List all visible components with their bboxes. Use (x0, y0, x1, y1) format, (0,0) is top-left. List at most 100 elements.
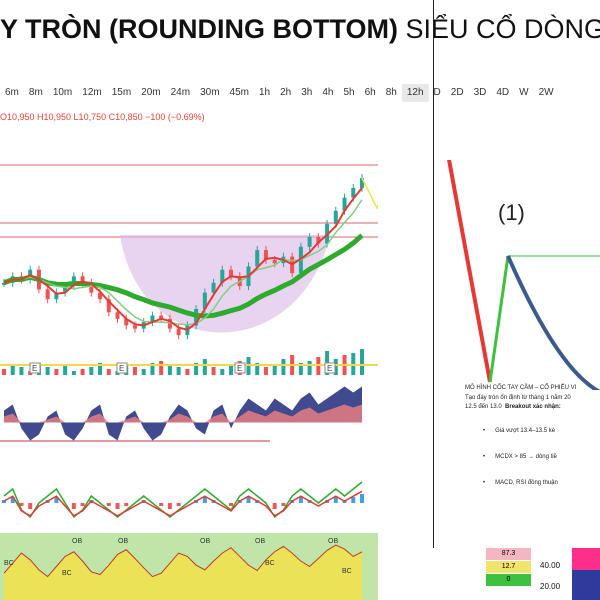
volume-bar (71, 371, 76, 375)
level-40: 40.00 (540, 561, 561, 570)
timeframe-2D[interactable]: 2D (450, 87, 464, 98)
timeframe-4h[interactable]: 4h (322, 87, 334, 98)
candle-body (167, 318, 172, 329)
macd-histogram-bar (281, 503, 286, 506)
bullet-item: • MCDX > 85 → dòng tiề (483, 454, 557, 460)
macd-line (3, 481, 363, 519)
timeframe-2h[interactable]: 2h (280, 87, 292, 98)
volume-bar (150, 363, 155, 375)
candle-body (351, 187, 356, 198)
volume-bar (194, 363, 199, 375)
mini-table-cell: 87.3 (486, 548, 531, 560)
volume-bar (255, 363, 260, 375)
timeframe-10m[interactable]: 10m (52, 87, 73, 98)
ohlc-readout: O10,950 H10,950 L10,750 C10,850 −100 (−0… (0, 112, 205, 122)
candle-body (150, 315, 155, 323)
pattern-diagram: (1) (447, 160, 600, 390)
macd-histogram-bar (351, 497, 356, 503)
event-marker-label: E (237, 364, 242, 373)
ob-label: OB (200, 538, 210, 545)
candle-body (342, 197, 347, 211)
rsi-chart: OB OB OB OB OB BC BC BC BC (0, 533, 378, 600)
timeframe-6m[interactable]: 6m (5, 87, 19, 98)
timeframe-bar: 6m 8m 10m 12m 15m 20m 24m 30m 45m 1h 2h 3h 4h 5h 6h 8h 1… (0, 84, 554, 102)
timeframe-3h[interactable]: 3h (301, 87, 313, 98)
volume-bar (98, 363, 103, 375)
event-marker (234, 362, 246, 374)
mini-table-cell: 12.7 (486, 561, 531, 573)
candle-body (45, 289, 50, 300)
mcdx-bar-pink (572, 548, 600, 570)
mini-table-cell: 0 (486, 574, 531, 586)
ob-label: OB (328, 538, 338, 545)
volume-bar (202, 359, 207, 375)
candle-body (202, 292, 207, 309)
timeframe-30m[interactable]: 30m (200, 87, 220, 98)
volume-bar (159, 361, 164, 375)
macd-histogram-bar (71, 503, 76, 509)
volume-bar (19, 367, 24, 375)
candle-body (307, 237, 312, 247)
volume-bar (167, 365, 172, 375)
candle-body (360, 178, 364, 188)
volume-bar (298, 363, 303, 375)
candle-body (124, 318, 129, 326)
timeframe-12m[interactable]: 12m (82, 87, 102, 98)
volume-bar (281, 359, 286, 375)
timeframe-3D[interactable]: 3D (473, 87, 487, 98)
timeframe-24m[interactable]: 24m (170, 87, 191, 98)
timeframe-20m[interactable]: 20m (141, 87, 161, 98)
timeframe-D[interactable]: D (433, 87, 441, 98)
panel-divider (433, 0, 434, 548)
event-marker-label: E (119, 364, 124, 373)
timeframe-2W[interactable]: 2W (538, 87, 554, 98)
macd-histogram-bar (246, 497, 251, 503)
event-marker (116, 362, 128, 374)
candle-body (211, 282, 216, 293)
candle-body (333, 210, 338, 224)
macd-histogram-bar (106, 503, 111, 506)
ma-short-line (3, 187, 363, 331)
candle-body (63, 286, 68, 293)
volume-bar (263, 367, 268, 375)
macd-histogram-bar (2, 500, 6, 503)
volume-bar (211, 367, 216, 375)
candle-body (115, 312, 120, 319)
bc-label: BC (4, 560, 14, 567)
candle-body (220, 269, 225, 283)
timeframe-4D[interactable]: 4D (496, 87, 510, 98)
bullet-item: • MACD, RSI đồng thuận (483, 480, 558, 486)
timeframe-12h[interactable]: 12h (401, 84, 429, 102)
candle-body (80, 276, 85, 283)
timeframe-W[interactable]: W (519, 87, 529, 98)
timeframe-8m[interactable]: 8m (28, 87, 43, 98)
candle-body (316, 237, 321, 244)
macd-histogram-bar (333, 497, 338, 503)
timeframe-45m[interactable]: 45m (229, 87, 249, 98)
candle-body (263, 250, 268, 260)
event-marker-label: E (327, 364, 332, 373)
timeframe-5h[interactable]: 5h (343, 87, 355, 98)
macd-histogram-bar (80, 503, 85, 506)
candle-body (54, 292, 59, 300)
macd-histogram-bar (360, 494, 364, 503)
macd-histogram-bar (167, 503, 172, 509)
volume-bar (45, 367, 50, 375)
forecast-path (361, 177, 378, 210)
bullet-item: • Giá vượt 13.4–13.5 kè (483, 428, 556, 434)
diagram-label: (1) (498, 200, 525, 225)
mcdx-area (4, 386, 362, 441)
volume-bar (333, 359, 338, 375)
rsi-area (4, 545, 362, 600)
volume-bar (229, 365, 234, 375)
timeframe-15m[interactable]: 15m (111, 87, 132, 98)
volume-bar (132, 367, 137, 375)
pattern-line-2: 12.5 đến 13.0 Breakout xác nhận: (465, 404, 561, 410)
timeframe-8h[interactable]: 8h (385, 87, 397, 98)
bc-label: BC (342, 568, 352, 575)
timeframe-1h[interactable]: 1h (258, 87, 271, 98)
level-20: 20.00 (540, 582, 561, 591)
timeframe-6h[interactable]: 6h (364, 87, 376, 98)
event-marker (324, 362, 336, 374)
macd-histogram-bar (10, 497, 15, 503)
